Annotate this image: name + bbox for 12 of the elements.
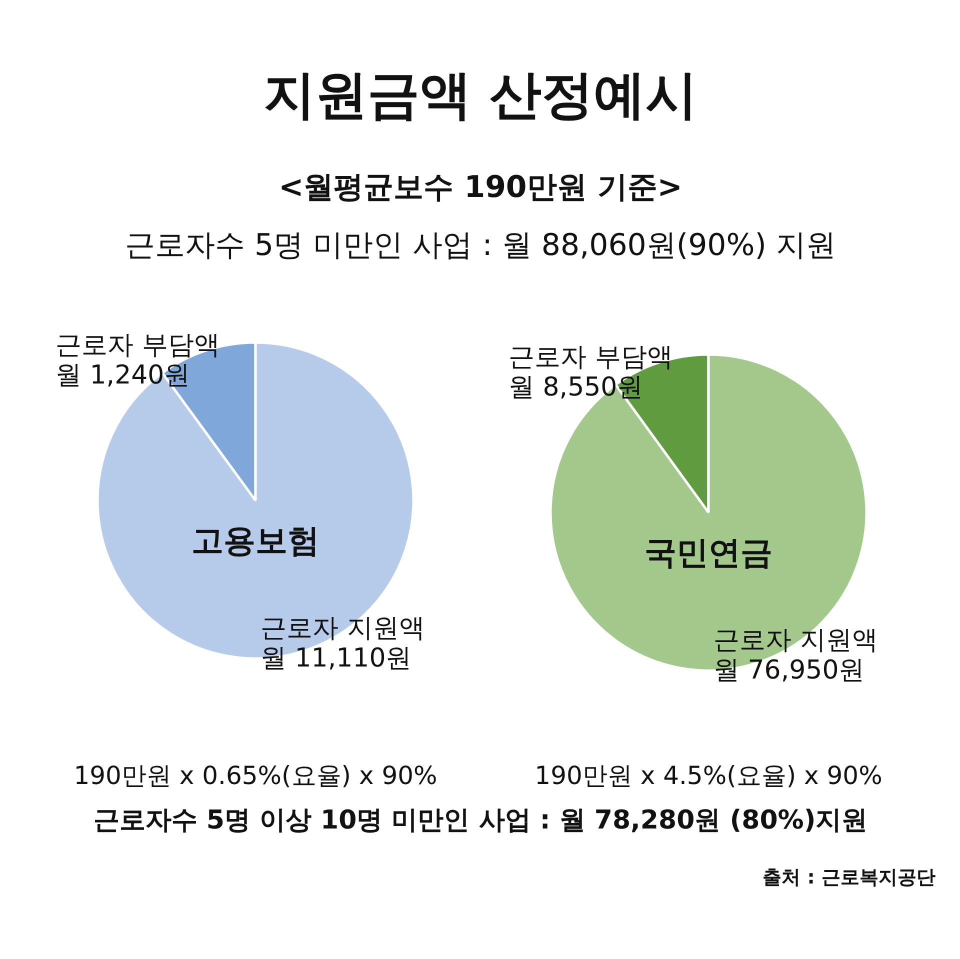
slice-label: 근로자 지원액 월 11,110원 [260, 614, 425, 674]
text: <월평균보수 190만원 기준> [278, 170, 682, 205]
slice-label: 근로자 부담액 월 1,240원 [56, 330, 220, 390]
text: 국민연금 [644, 534, 772, 572]
slice-label: 근로자 지원액 월 76,950원 [714, 626, 878, 686]
text: 지원금액 산정예시 [263, 66, 698, 126]
text: 근로자수 5명 이상 10명 미만인 사업 : 월 78,280원 (80%)지원 [93, 806, 868, 836]
text: 근로자수 5명 미만인 사업 : 월 88,060원(90%) 지원 [124, 228, 836, 263]
source-note: 출처 : 근로복지공단 [762, 866, 936, 888]
text: 고용보험 [192, 522, 320, 560]
text: 190만원 x 4.5%(요율) x 90% [534, 761, 882, 790]
text: 190만원 x 0.65%(요율) x 90% [74, 761, 438, 790]
